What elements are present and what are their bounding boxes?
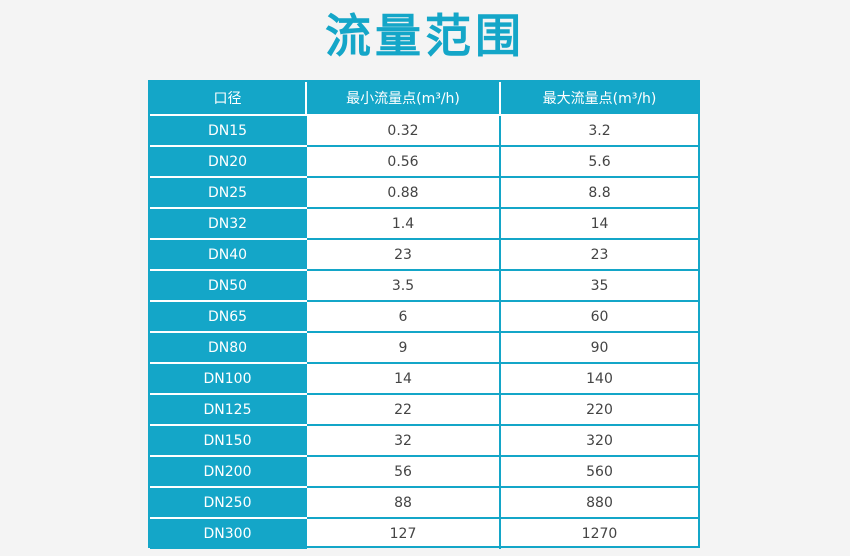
cell-min-flow: 22	[305, 394, 500, 426]
cell-min-flow: 3.5	[305, 270, 500, 302]
cell-diameter: DN25	[150, 177, 306, 209]
cell-max-flow: 23	[499, 239, 698, 271]
cell-min-flow: 32	[305, 425, 500, 457]
table-row: DN40 23 23	[150, 239, 698, 271]
table-row: DN250 88 880	[150, 487, 698, 519]
cell-diameter: DN125	[150, 394, 306, 426]
cell-diameter: DN80	[150, 332, 306, 364]
table-row: DN50 3.5 35	[150, 270, 698, 302]
cell-diameter: DN100	[150, 363, 306, 395]
cell-min-flow: 88	[305, 487, 500, 519]
cell-diameter: DN50	[150, 270, 306, 302]
cell-min-flow: 14	[305, 363, 500, 395]
header-max-flow: 最大流量点(m³/h)	[499, 82, 698, 116]
cell-max-flow: 1270	[499, 518, 698, 549]
table-row: DN32 1.4 14	[150, 208, 698, 240]
cell-max-flow: 220	[499, 394, 698, 426]
table-header-row: 口径 最小流量点(m³/h) 最大流量点(m³/h)	[150, 82, 698, 116]
cell-diameter: DN65	[150, 301, 306, 333]
table-row: DN125 22 220	[150, 394, 698, 426]
cell-max-flow: 5.6	[499, 146, 698, 178]
cell-max-flow: 140	[499, 363, 698, 395]
cell-diameter: DN150	[150, 425, 306, 457]
cell-diameter: DN20	[150, 146, 306, 178]
cell-min-flow: 23	[305, 239, 500, 271]
table-row: DN150 32 320	[150, 425, 698, 457]
cell-min-flow: 0.56	[305, 146, 500, 178]
cell-min-flow: 1.4	[305, 208, 500, 240]
cell-min-flow: 0.88	[305, 177, 500, 209]
header-min-flow: 最小流量点(m³/h)	[305, 82, 500, 116]
page-title: 流量范围	[325, 9, 525, 63]
table-body: DN15 0.32 3.2 DN20 0.56 5.6 DN25 0.88 8.8 DN32 1.4…	[150, 115, 698, 549]
flow-range-table: 口径 最小流量点(m³/h) 最大流量点(m³/h) DN15 0.32 3.2 DN…	[148, 80, 700, 549]
cell-min-flow: 9	[305, 332, 500, 364]
cell-min-flow: 56	[305, 456, 500, 488]
table-row: DN15 0.32 3.2	[150, 115, 698, 147]
table-row: DN200 56 560	[150, 456, 698, 488]
cell-diameter: DN250	[150, 487, 306, 519]
cell-min-flow: 0.32	[305, 115, 500, 147]
table-row: DN25 0.88 8.8	[150, 177, 698, 209]
cell-max-flow: 3.2	[499, 115, 698, 147]
cell-diameter: DN200	[150, 456, 306, 488]
cell-diameter: DN15	[150, 115, 306, 147]
table-row: DN20 0.56 5.6	[150, 146, 698, 178]
cell-diameter: DN40	[150, 239, 306, 271]
flow-table: 口径 最小流量点(m³/h) 最大流量点(m³/h) DN15 0.32 3.2 DN…	[150, 82, 698, 549]
table-row: DN80 9 90	[150, 332, 698, 364]
cell-diameter: DN300	[150, 518, 306, 549]
cell-max-flow: 60	[499, 301, 698, 333]
table-row: DN300 127 1270	[150, 518, 698, 549]
cell-max-flow: 320	[499, 425, 698, 457]
table-row: DN65 6 60	[150, 301, 698, 333]
header-diameter: 口径	[150, 82, 306, 116]
cell-max-flow: 90	[499, 332, 698, 364]
cell-min-flow: 6	[305, 301, 500, 333]
table-row: DN100 14 140	[150, 363, 698, 395]
cell-min-flow: 127	[305, 518, 500, 549]
cell-max-flow: 14	[499, 208, 698, 240]
cell-max-flow: 35	[499, 270, 698, 302]
cell-max-flow: 880	[499, 487, 698, 519]
cell-max-flow: 560	[499, 456, 698, 488]
cell-diameter: DN32	[150, 208, 306, 240]
cell-max-flow: 8.8	[499, 177, 698, 209]
